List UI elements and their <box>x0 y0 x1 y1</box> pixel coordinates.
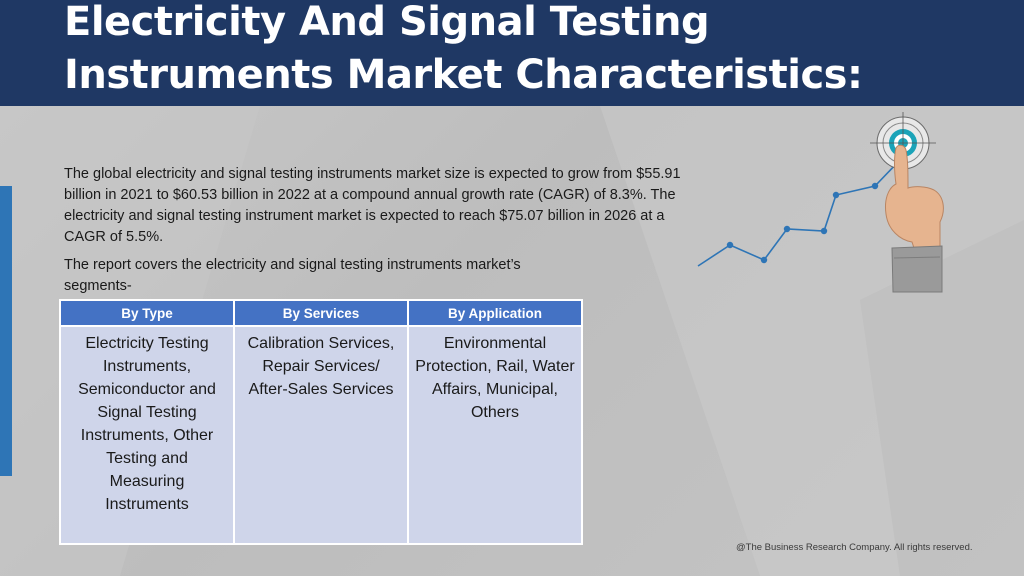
table-header-row: By Type By Services By Application <box>59 299 583 327</box>
header-by-application: By Application <box>407 299 583 327</box>
title-line-2: Instruments Market Characteristics: <box>64 52 863 98</box>
cell-application: Environmental Protection, Rail, Water Af… <box>407 325 583 545</box>
title-banner: Electricity And Signal Testing Instrumen… <box>0 0 1024 106</box>
segments-intro-paragraph: The report covers the electricity and si… <box>64 257 521 294</box>
market-size-paragraph: The global electricity and signal testin… <box>64 166 681 245</box>
growth-line-icon <box>697 159 901 267</box>
left-accent-bar <box>0 186 12 476</box>
copyright-footer: @The Business Research Company. All righ… <box>736 542 973 553</box>
table-row: Electricity Testing Instruments, Semicon… <box>59 325 583 545</box>
pointing-hand-icon <box>885 144 944 293</box>
growth-illustration <box>697 112 944 293</box>
page-title: Electricity And Signal Testing Instrumen… <box>64 0 964 102</box>
cell-services: Calibration Services, Repair Services/ A… <box>233 325 409 545</box>
header-by-type: By Type <box>59 299 235 327</box>
cell-type: Electricity Testing Instruments, Semicon… <box>59 325 235 545</box>
header-by-services: By Services <box>233 299 409 327</box>
segments-table: By Type By Services By Application Elect… <box>59 299 583 545</box>
title-line-1: Electricity And Signal Testing <box>64 0 710 45</box>
